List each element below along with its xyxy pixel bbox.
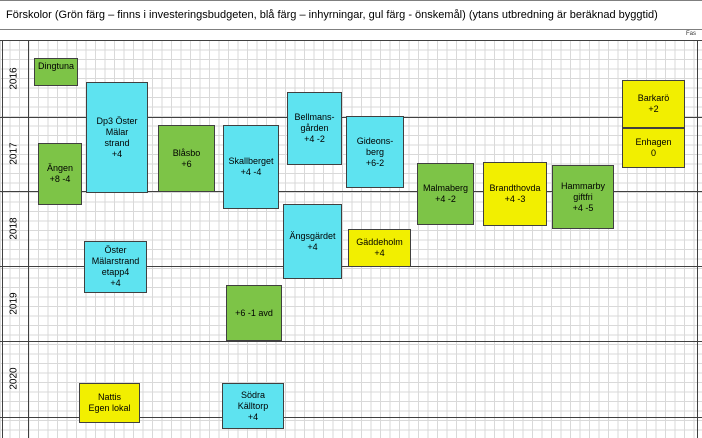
box-sodra-kalltorp: Södra Källtorp +4 xyxy=(222,383,284,429)
year-label-2017: 2017 xyxy=(8,142,20,165)
box-blasbo: Blåsbo +6 xyxy=(158,125,215,192)
box-enhagen: Enhagen 0 xyxy=(622,128,685,168)
chart-title: Förskolor (Grön färg – finns i investeri… xyxy=(6,9,658,21)
box-skallberget: Skallberget +4 -4 xyxy=(223,125,279,209)
year-label-2020: 2020 xyxy=(8,367,20,390)
box-bellmansgarden: Bellmans- gården +4 -2 xyxy=(287,92,342,165)
box-gaddeholm: Gäddeholm +4 xyxy=(348,229,411,267)
box-dp3-oster-malarstrand: Dp3 Öster Mälar strand +4 xyxy=(86,82,148,193)
box-nattis: Nattis Egen lokal xyxy=(79,383,140,423)
box-malmaberg: Malmaberg +4 -2 xyxy=(417,163,474,225)
year-label-2016: 2016 xyxy=(8,67,20,90)
box-oster-malarstrand-etapp4: Öster Mälarstrand etapp4 +4 xyxy=(84,241,147,293)
box-brandthovda: Brandthovda +4 -3 xyxy=(483,162,547,226)
box-avd: +6 -1 avd xyxy=(226,285,282,341)
box-angsgardet: Ängsgärdet +4 xyxy=(283,204,342,279)
chart-title-bar: Förskolor (Grön färg – finns i investeri… xyxy=(0,0,702,30)
year-label-2019: 2019 xyxy=(8,292,20,315)
fas-label: Fas xyxy=(685,31,696,37)
box-dingtuna: Dingtuna xyxy=(34,58,78,86)
box-hammarby-giftfri: Hammarby giftfri +4 -5 xyxy=(552,165,614,229)
box-angen: Ängen +8 -4 xyxy=(38,143,82,205)
year-label-2018: 2018 xyxy=(8,217,20,240)
box-gideonsberg: Gideons- berg +6-2 xyxy=(346,116,404,188)
box-barkaro: Barkarö +2 xyxy=(622,80,685,128)
